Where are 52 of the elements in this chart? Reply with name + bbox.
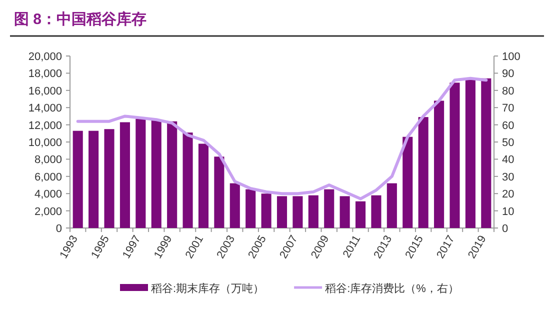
bar [308, 195, 318, 228]
y2-tick-label: 20 [502, 188, 514, 201]
y-tick-label: 6,000 [34, 171, 62, 184]
bar [340, 196, 350, 228]
legend-label: 稻谷:库存消费比（%，右） [325, 282, 459, 295]
y-tick-label: 0 [56, 223, 62, 235]
bar [136, 118, 146, 228]
bar [355, 201, 366, 228]
y-tick-label: 8,000 [34, 154, 62, 166]
line-series [76, 76, 488, 200]
y-tick-label: 2,000 [34, 206, 62, 218]
y2-tick-label: 10 [502, 206, 514, 218]
bar [214, 156, 224, 228]
y-tick-label: 18,000 [28, 68, 62, 80]
bar [88, 130, 99, 228]
y2-tick-label: 100 [502, 51, 520, 63]
y-tick-label: 14,000 [28, 102, 62, 115]
bar [72, 130, 83, 228]
bar [261, 194, 272, 228]
bar [276, 196, 288, 228]
y-tick-label: 16,000 [28, 85, 62, 98]
bar [324, 189, 334, 228]
bar [418, 117, 428, 228]
bar [246, 189, 256, 228]
bar [104, 129, 114, 228]
bar [167, 121, 178, 228]
bar [151, 120, 162, 228]
y-tick-label: 20,000 [28, 51, 62, 63]
y-tick-label: 4,000 [34, 188, 62, 201]
y-tick-label: 12,000 [28, 120, 62, 132]
title: 图 8：中国稻谷库存 [14, 11, 147, 28]
bar [182, 132, 193, 228]
bar [120, 122, 130, 228]
y-tick-label: 10,000 [28, 137, 62, 149]
bar [371, 195, 382, 228]
bar [434, 100, 444, 228]
bar [198, 144, 209, 228]
y2-tick-label: 90 [502, 68, 514, 80]
bar [386, 183, 397, 228]
y2-tick-label: 0 [502, 223, 508, 235]
bar [481, 78, 492, 228]
bar [292, 196, 303, 228]
y2-tick-label: 50 [502, 137, 514, 149]
y2-tick-label: 60 [502, 120, 514, 132]
y2-tick-label: 80 [502, 85, 514, 98]
bar [230, 183, 240, 228]
bar [402, 136, 413, 228]
bar [450, 82, 460, 228]
y2-tick-label: 30 [502, 171, 514, 184]
y2-tick-label: 70 [502, 102, 514, 115]
legend-label: 稻谷:期末库存（万吨） [151, 282, 264, 295]
y2-tick-label: 40 [502, 154, 514, 166]
